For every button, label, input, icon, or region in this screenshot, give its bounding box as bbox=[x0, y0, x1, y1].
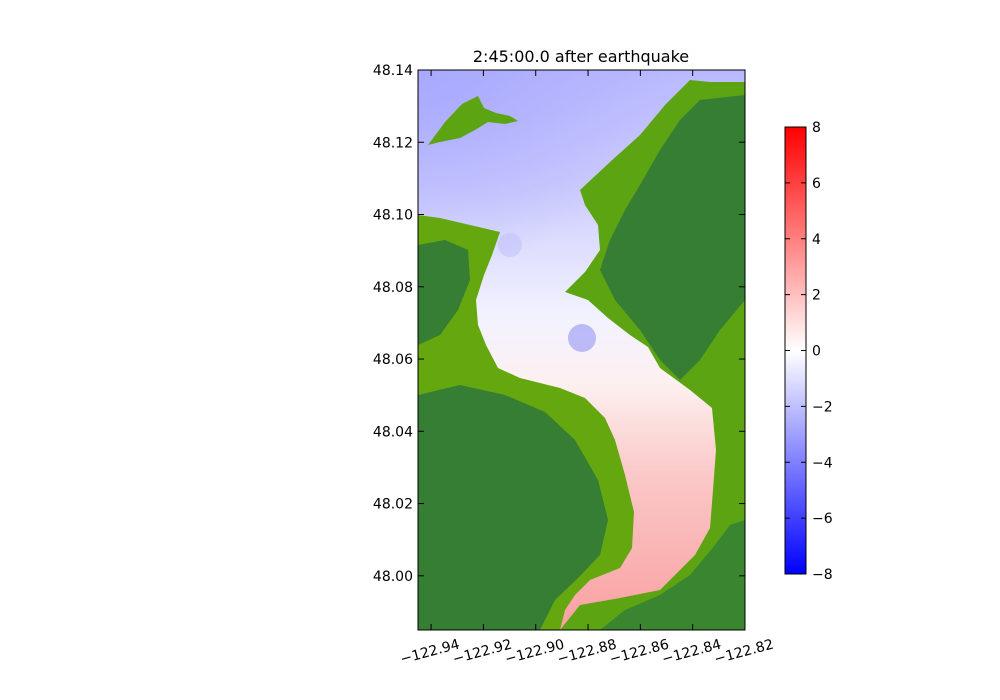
colorbar-axis: 8 6 4 2 0 −2 −4 −6 −8 bbox=[785, 120, 833, 583]
y-tick-label: 48.10 bbox=[373, 208, 413, 224]
water-trough-spot-small bbox=[498, 233, 522, 257]
y-axis: 48.00 48.02 48.04 48.06 48.08 48.10 48.12 48.14 bbox=[373, 63, 745, 585]
colorbar-tick-label: −6 bbox=[812, 511, 833, 527]
colorbar-tick-label: 2 bbox=[812, 288, 821, 304]
land-east-highland bbox=[600, 95, 745, 380]
colorbar-tick-label: −4 bbox=[812, 455, 833, 471]
colorbar-tick-label: 8 bbox=[812, 120, 821, 136]
land-west-highland-north bbox=[418, 240, 470, 345]
y-tick-label: 48.14 bbox=[373, 63, 413, 79]
colorbar-tick-label: 0 bbox=[812, 344, 821, 360]
colorbar-tick-label: −8 bbox=[812, 567, 833, 583]
colorbar-tick-label: 6 bbox=[812, 176, 821, 192]
y-tick-label: 48.08 bbox=[373, 280, 413, 296]
land-west-highland-south bbox=[418, 385, 608, 630]
land-island-northwest bbox=[428, 96, 518, 145]
colorbar-tick-label: −2 bbox=[812, 399, 833, 415]
land-east-south-highland bbox=[600, 520, 745, 630]
colorbar-tick-label: 4 bbox=[812, 232, 821, 248]
water-trough-spot bbox=[568, 324, 596, 352]
y-tick-label: 48.02 bbox=[373, 497, 413, 513]
chart-title: 2:45:00.0 after earthquake bbox=[473, 47, 689, 66]
plot-frame bbox=[417, 69, 746, 631]
x-tick-label: −122.82 bbox=[713, 637, 776, 668]
y-tick-label: 48.06 bbox=[373, 352, 413, 368]
y-tick-label: 48.12 bbox=[373, 135, 413, 151]
map-plot-area bbox=[418, 70, 745, 630]
y-tick-label: 48.04 bbox=[373, 424, 413, 440]
y-tick-label: 48.00 bbox=[373, 569, 413, 585]
